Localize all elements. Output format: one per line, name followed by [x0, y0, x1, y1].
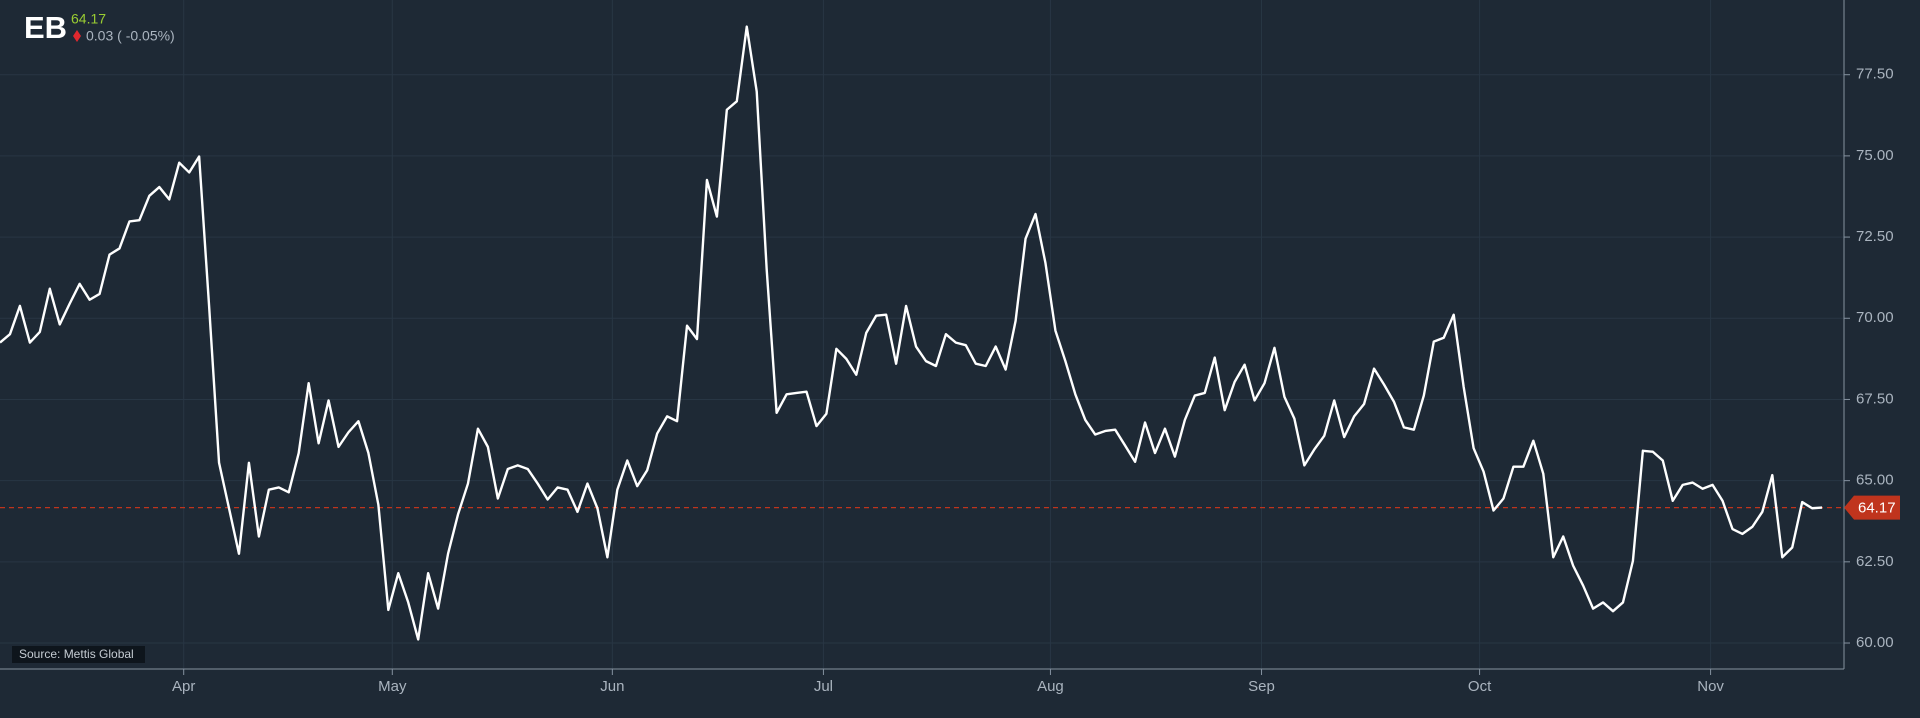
source-box — [12, 646, 145, 663]
y-tick-label: 60.00 — [1856, 634, 1894, 651]
x-tick-label: Sep — [1248, 678, 1275, 695]
y-tick-label: 70.00 — [1856, 309, 1894, 326]
x-tick-label: Jun — [600, 678, 624, 695]
y-tick-label: 65.00 — [1856, 472, 1894, 489]
x-tick-label: May — [378, 678, 407, 695]
grid — [0, 0, 1844, 669]
y-tick-label: 77.50 — [1856, 66, 1894, 83]
down-icon — [73, 30, 81, 42]
y-tick-label: 75.00 — [1856, 147, 1894, 164]
change: 0.03 ( -0.05%) — [86, 28, 175, 44]
x-tick-label: Aug — [1037, 678, 1064, 695]
price-tag — [1844, 495, 1900, 520]
price: 64.17 — [71, 11, 106, 27]
symbol: EB — [24, 10, 67, 45]
x-tick-label: Jul — [814, 678, 833, 695]
x-tick-label: Apr — [172, 678, 195, 695]
y-tick-label: 72.50 — [1856, 228, 1894, 245]
x-tick-label: Oct — [1468, 678, 1492, 695]
y-tick-label: 62.50 — [1856, 553, 1894, 570]
price-tag-label: 64.17 — [1858, 500, 1896, 517]
y-tick-label: 67.50 — [1856, 390, 1894, 407]
x-tick-label: Nov — [1697, 678, 1724, 695]
price-line-series — [0, 25, 1823, 641]
source: Source: Mettis Global — [19, 647, 134, 661]
